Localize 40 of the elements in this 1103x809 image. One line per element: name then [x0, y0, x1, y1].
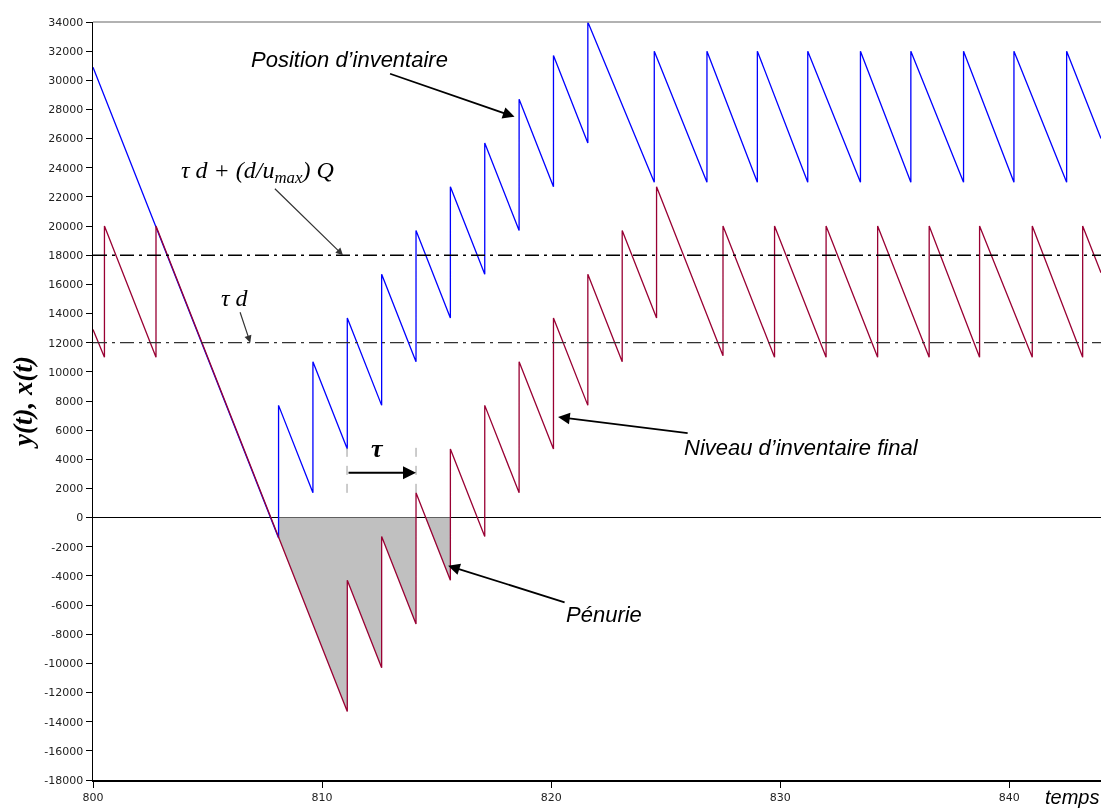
- ref-line-label: τ d + (d/u$_{max}$) Q: [181, 157, 334, 188]
- x-axis-title: temps: [1045, 786, 1100, 808]
- annotation: Pénurie: [566, 602, 642, 627]
- y-tick-label: 12000: [48, 336, 84, 350]
- x-tick-label: 830: [769, 790, 791, 804]
- y-tick-label: -12000: [44, 686, 84, 700]
- y-tick-label: -16000: [44, 744, 84, 758]
- y-axis-title: y(t), x(t): [7, 356, 38, 449]
- annotation: τ: [371, 434, 384, 463]
- y-tick-label: 22000: [48, 190, 84, 204]
- y-tick-label: -4000: [51, 569, 84, 583]
- annotation: Position d’inventaire: [251, 47, 448, 72]
- y-tick-label: 2000: [55, 482, 84, 496]
- annotation: Niveau d’inventaire final: [684, 435, 919, 460]
- y-tick-label: -10000: [44, 657, 84, 671]
- x-tick-label: 820: [540, 790, 562, 804]
- y-tick-label: 18000: [48, 249, 84, 263]
- x-tick-label: 810: [311, 790, 333, 804]
- y-tick-label: 24000: [48, 161, 84, 175]
- y-tick-label: 34000: [48, 15, 84, 29]
- y-tick-label: 0: [76, 511, 84, 525]
- y-tick-label: 26000: [48, 132, 84, 146]
- y-tick-label: -2000: [51, 540, 84, 554]
- y-tick-label: -8000: [51, 628, 84, 642]
- y-tick-label: 10000: [48, 365, 84, 379]
- y-tick-label: 14000: [48, 307, 84, 321]
- y-tick-label: 30000: [48, 74, 84, 88]
- y-tick-label: -6000: [51, 598, 84, 612]
- x-tick-label: 840: [998, 790, 1020, 804]
- x-tick-label: 800: [82, 790, 104, 804]
- y-tick-label: 16000: [48, 278, 84, 292]
- y-tick-label: 6000: [55, 424, 84, 437]
- y-tick-label: 28000: [48, 103, 84, 117]
- y-tick-label: -18000: [44, 773, 84, 787]
- y-tick-label: -14000: [44, 715, 84, 729]
- y-tick-label: 4000: [55, 453, 84, 467]
- y-tick-label: 20000: [48, 219, 84, 233]
- ref-line-label: τ d: [221, 285, 249, 311]
- y-tick-label: 8000: [55, 394, 84, 408]
- y-tick-label: 32000: [48, 45, 84, 58]
